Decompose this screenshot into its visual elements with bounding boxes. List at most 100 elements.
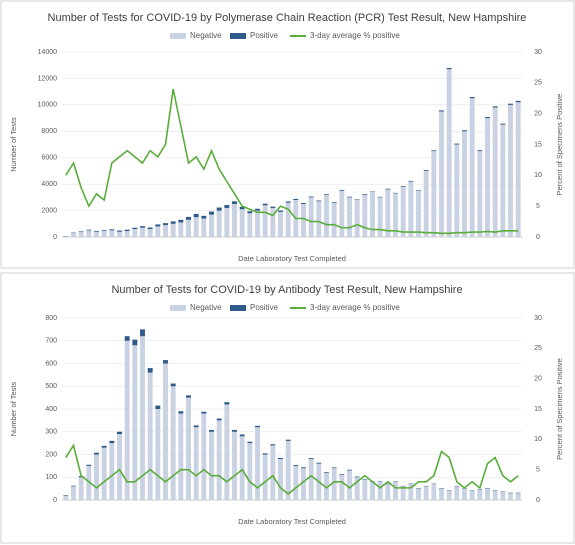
bar bbox=[201, 218, 207, 237]
bar bbox=[170, 386, 176, 500]
bar bbox=[278, 459, 283, 500]
bar bbox=[124, 231, 130, 237]
y2-tick-label: 5 bbox=[536, 203, 540, 210]
bar bbox=[155, 405, 161, 409]
bar bbox=[278, 210, 283, 212]
bar bbox=[209, 211, 214, 215]
bar bbox=[370, 191, 375, 193]
line bbox=[65, 443, 519, 495]
y-tick-label: 0 bbox=[53, 234, 57, 241]
y2-tick-label: 0 bbox=[536, 234, 540, 241]
legend-swatch bbox=[230, 33, 246, 39]
bar bbox=[500, 123, 506, 125]
bar bbox=[140, 226, 145, 228]
bar bbox=[301, 467, 306, 469]
bar bbox=[193, 213, 199, 218]
bar bbox=[508, 104, 513, 237]
bar bbox=[201, 215, 207, 219]
bar bbox=[170, 223, 176, 237]
y2-tick-label: 5 bbox=[536, 467, 540, 474]
y2-tick-label: 20 bbox=[534, 376, 542, 383]
bar bbox=[416, 190, 421, 237]
bar bbox=[393, 192, 398, 194]
bar bbox=[232, 203, 237, 237]
bar bbox=[492, 490, 498, 500]
bar bbox=[262, 454, 268, 500]
bar bbox=[462, 131, 467, 237]
bar bbox=[308, 459, 314, 500]
bar bbox=[339, 190, 345, 237]
bar bbox=[155, 224, 161, 227]
legend-label: Negative bbox=[190, 303, 222, 312]
bar bbox=[216, 207, 222, 211]
bar bbox=[515, 102, 521, 237]
y-tick-label: 14000 bbox=[38, 49, 58, 56]
y-tick-label: 10000 bbox=[38, 102, 58, 109]
y-tick-label: 4000 bbox=[41, 181, 57, 188]
bar bbox=[324, 194, 329, 237]
y-tick-label: 12000 bbox=[38, 75, 58, 82]
bar bbox=[385, 188, 391, 190]
y2-axis-title: Percent of Specimens Positive bbox=[555, 94, 564, 196]
panel bbox=[0, 272, 575, 544]
bar bbox=[431, 150, 437, 152]
bar bbox=[193, 217, 199, 237]
bar bbox=[492, 107, 498, 237]
y-tick-label: 600 bbox=[45, 360, 57, 367]
bar bbox=[247, 211, 253, 214]
y-axis-title: Number of Tests bbox=[9, 382, 18, 437]
y-tick-label: 2000 bbox=[41, 207, 57, 214]
legend-label: 3-day average % positive bbox=[310, 303, 400, 312]
bar bbox=[316, 200, 322, 202]
bar bbox=[454, 486, 460, 500]
y-tick-label: 500 bbox=[45, 383, 57, 390]
bar bbox=[362, 194, 368, 195]
bar bbox=[216, 210, 222, 237]
bar bbox=[262, 205, 268, 237]
y-tick-label: 200 bbox=[45, 451, 57, 458]
bar bbox=[500, 124, 506, 237]
bar bbox=[239, 436, 245, 500]
bar bbox=[408, 180, 414, 182]
bar bbox=[446, 69, 452, 237]
bar bbox=[347, 196, 352, 198]
bar bbox=[247, 443, 253, 500]
bar bbox=[117, 431, 122, 435]
bar bbox=[285, 202, 291, 237]
bar bbox=[117, 231, 122, 237]
line bbox=[65, 88, 519, 235]
bar bbox=[308, 458, 314, 460]
bar bbox=[270, 444, 276, 446]
bar bbox=[454, 143, 460, 145]
bar bbox=[132, 229, 138, 237]
bar bbox=[347, 197, 352, 237]
bar bbox=[247, 213, 253, 237]
bar bbox=[71, 486, 76, 500]
y2-tick-label: 25 bbox=[534, 345, 542, 352]
bar bbox=[170, 221, 176, 224]
y-tick-label: 400 bbox=[45, 406, 57, 413]
bar bbox=[370, 481, 375, 500]
bar bbox=[178, 413, 184, 500]
bar bbox=[239, 434, 245, 437]
y2-tick-label: 30 bbox=[534, 315, 542, 322]
bar bbox=[239, 209, 245, 237]
x-axis-title: Date Laboratory Test Completed bbox=[238, 517, 346, 526]
bar bbox=[255, 210, 260, 237]
bar bbox=[201, 411, 207, 414]
bar bbox=[224, 205, 230, 208]
bar bbox=[109, 443, 115, 500]
bar bbox=[163, 225, 168, 237]
y2-tick-label: 10 bbox=[534, 172, 542, 179]
bar bbox=[500, 492, 506, 500]
bar bbox=[462, 130, 467, 132]
bar bbox=[71, 233, 76, 237]
y2-tick-label: 0 bbox=[536, 497, 540, 504]
bar bbox=[423, 170, 429, 171]
bar bbox=[423, 170, 429, 237]
bar bbox=[94, 231, 99, 237]
bar bbox=[178, 219, 184, 223]
bar bbox=[485, 118, 490, 237]
y2-axis-title: Percent of Specimens Positive bbox=[555, 358, 564, 460]
bar bbox=[446, 67, 452, 70]
